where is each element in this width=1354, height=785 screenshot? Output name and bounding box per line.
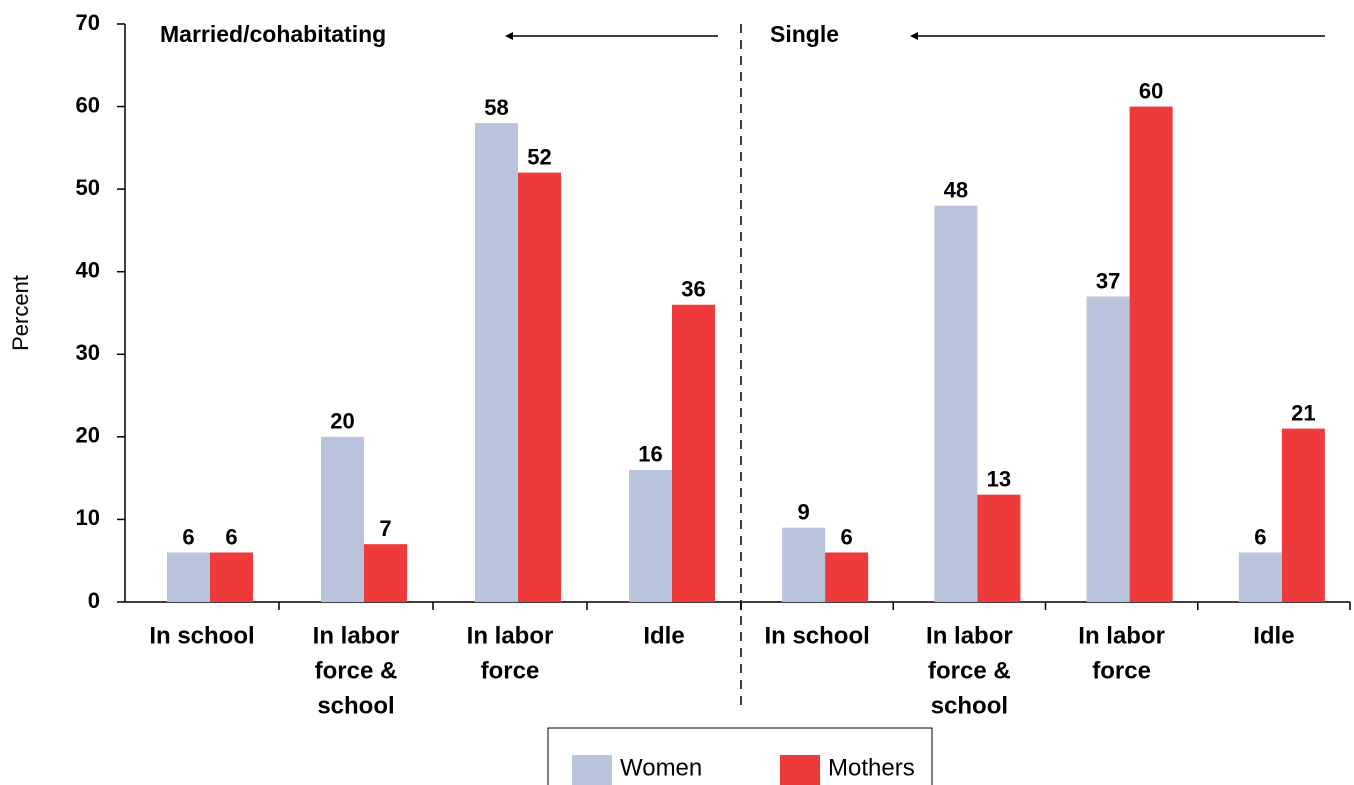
- legend-label: Women: [620, 754, 702, 781]
- bar: [321, 436, 364, 602]
- value-label: 6: [182, 524, 194, 549]
- arrow: [910, 32, 1325, 40]
- bar: [475, 123, 518, 602]
- bar: [167, 552, 210, 602]
- y-tick-label: 60: [76, 92, 100, 117]
- x-tick-label: In labor: [313, 622, 400, 649]
- value-label: 6: [225, 524, 237, 549]
- y-tick-label: 70: [76, 10, 100, 35]
- y-tick-label: 0: [88, 588, 100, 613]
- value-label: 13: [987, 466, 1011, 491]
- value-label: 6: [1254, 524, 1266, 549]
- value-label: 6: [841, 524, 853, 549]
- x-tick-label: force &: [928, 657, 1011, 684]
- value-label: 58: [484, 95, 508, 120]
- bar: [672, 304, 715, 602]
- legend-swatch: [572, 755, 612, 785]
- arrow: [505, 32, 718, 40]
- x-tick-label: force &: [315, 657, 398, 684]
- value-label: 9: [798, 499, 810, 524]
- bar: [782, 527, 826, 602]
- legend-label: Mothers: [828, 754, 915, 781]
- value-label: 16: [638, 442, 662, 467]
- bar: [1281, 428, 1325, 602]
- bar: [629, 469, 672, 602]
- x-tick-label: In labor: [926, 622, 1013, 649]
- y-axis-label: Percent: [8, 275, 33, 351]
- x-tick-label: force: [481, 657, 540, 684]
- y-tick-label: 50: [76, 175, 100, 200]
- value-label: 60: [1139, 78, 1163, 103]
- x-tick-label: force: [1092, 657, 1151, 684]
- x-tick-label: school: [317, 692, 394, 719]
- value-label: 48: [944, 177, 968, 202]
- y-tick-label: 20: [76, 423, 100, 448]
- value-label: 37: [1096, 268, 1120, 293]
- value-label: 7: [379, 516, 391, 541]
- bar: [1238, 552, 1282, 602]
- bar: [364, 544, 407, 602]
- value-label: 20: [330, 409, 354, 434]
- x-tick-label: In school: [149, 622, 254, 649]
- bar: [210, 552, 253, 602]
- bar: [977, 494, 1021, 602]
- y-tick-label: 40: [76, 258, 100, 283]
- y-tick-label: 10: [76, 505, 100, 530]
- value-label: 52: [527, 144, 551, 169]
- bar: [825, 552, 869, 602]
- bar: [518, 172, 561, 602]
- x-tick-label: school: [931, 692, 1008, 719]
- x-tick-label: Idle: [643, 622, 684, 649]
- x-tick-label: In school: [764, 622, 869, 649]
- bar: [1129, 106, 1173, 603]
- x-tick-label: Idle: [1253, 622, 1294, 649]
- bar: [1086, 296, 1130, 602]
- legend-swatch: [780, 755, 820, 785]
- panel-title: Married/cohabitating: [160, 21, 386, 47]
- bar: [934, 205, 978, 602]
- value-label: 36: [681, 277, 705, 302]
- value-label: 21: [1291, 400, 1315, 425]
- panel-title: Single: [770, 21, 839, 47]
- x-tick-label: In labor: [1078, 622, 1165, 649]
- x-tick-label: In labor: [467, 622, 554, 649]
- y-tick-label: 30: [76, 340, 100, 365]
